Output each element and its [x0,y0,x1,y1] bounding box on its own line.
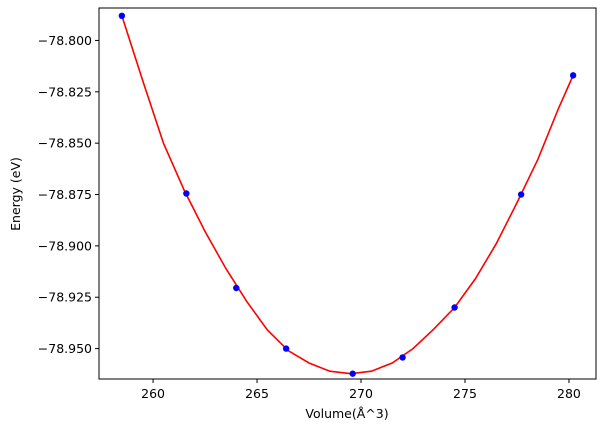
x-tick-label: 280 [557,386,581,401]
y-tick-label: −78.950 [38,341,92,356]
data-point [282,345,290,352]
y-tick-label: −78.875 [38,187,92,202]
data-point [183,190,190,197]
x-axis-ticks: 260 265 270 275 280 [141,379,581,401]
y-axis-ticks: −78.800 −78.825 −78.850 −78.875 −78.900 −78.9… [38,33,99,356]
data-point [233,284,240,292]
plot-area [118,12,577,377]
y-axis-title: Energy (eV) [8,157,23,231]
data-point [118,12,126,20]
data-point [451,304,458,311]
x-tick-label: 260 [141,386,165,401]
x-axis-title: Volume(Å^3) [305,406,388,421]
data-point [517,191,525,198]
y-tick-label: −78.850 [38,136,92,151]
data-point [569,72,577,79]
y-tick-label: −78.900 [38,238,92,253]
x-tick-label: 275 [453,386,477,401]
data-point [399,354,406,361]
data-point [349,370,356,377]
y-tick-label: −78.925 [38,290,92,305]
data-points [118,12,577,377]
fit-curve [121,15,574,375]
y-tick-label: −78.800 [38,33,92,48]
x-tick-label: 265 [245,386,269,401]
y-tick-label: −78.825 [38,84,92,99]
plot-frame [98,7,597,380]
x-tick-label: 270 [349,386,373,401]
